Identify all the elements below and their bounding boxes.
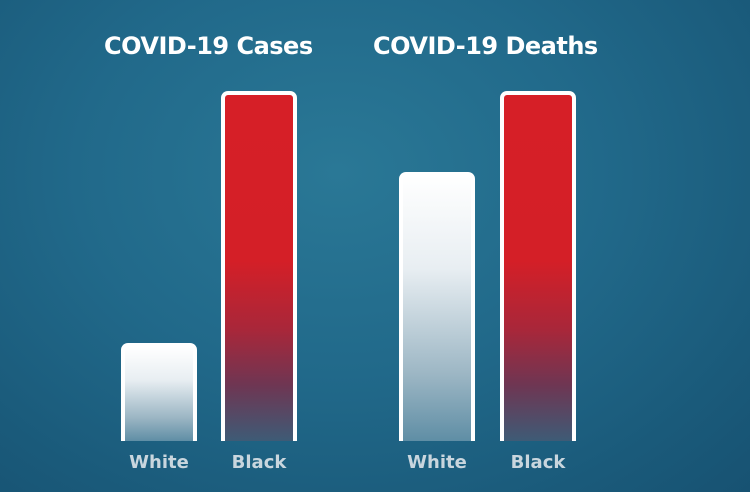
cases-chart: COVID-19 Cases White Black [104,32,313,473]
deaths-chart-title: COVID-19 Deaths [373,32,598,60]
deaths-bar-black [500,91,576,441]
deaths-label-black: Black [510,452,566,473]
deaths-label-white: White [407,452,467,473]
cases-bar-white [121,343,197,441]
deaths-bar-white [399,171,475,441]
cases-label-white: White [129,452,189,473]
cases-bar-black [221,91,297,441]
cases-chart-title: COVID-19 Cases [104,32,313,60]
cases-label-black: Black [231,452,287,473]
